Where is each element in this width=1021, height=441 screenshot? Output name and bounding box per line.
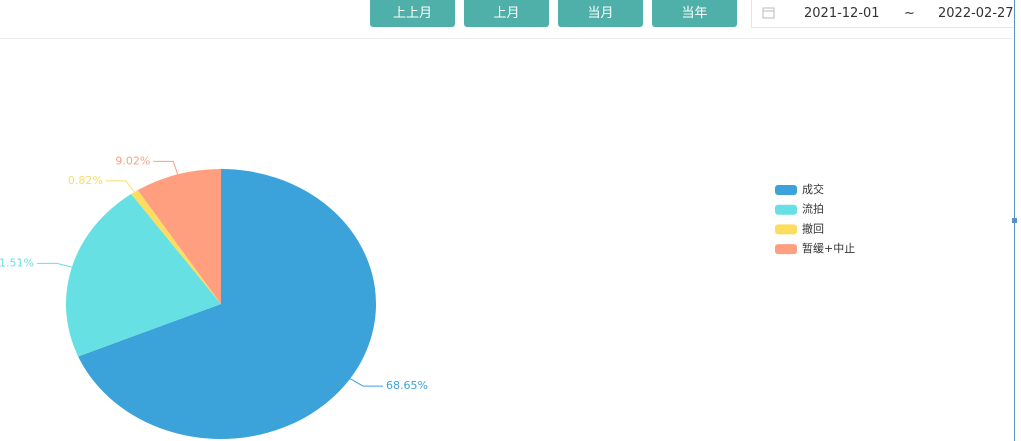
legend-label[interactable]: 成交	[802, 182, 824, 196]
pie-slice	[78, 169, 376, 439]
button[interactable]: 上上月	[370, 0, 455, 27]
button[interactable]: 当月	[558, 0, 643, 27]
legend-swatch[interactable]	[775, 204, 797, 215]
legend-swatch[interactable]	[775, 244, 797, 255]
legend-swatch[interactable]	[775, 185, 797, 195]
label-line	[153, 160, 179, 175]
pie-slice	[137, 169, 221, 304]
button[interactable]: 当年	[652, 0, 737, 27]
legend-label[interactable]: 暂缓+中止	[802, 242, 855, 255]
date-end: 2022-02-27	[938, 6, 1014, 21]
date-start: 2021-12-01	[804, 6, 880, 21]
date-separator: ~	[904, 6, 915, 21]
legend-label[interactable]: 流拍	[802, 202, 824, 216]
pie-slice	[65, 193, 221, 357]
date-range[interactable]: 2021-12-01 ~ 2022-02-27	[751, 0, 1015, 28]
data-label: 21.51%	[0, 256, 34, 269]
label-line	[36, 262, 73, 268]
calendar-icon	[762, 7, 775, 19]
resize-handle	[1012, 218, 1017, 223]
pie-slice	[131, 190, 221, 304]
data-label: 9.02%	[115, 154, 150, 167]
legend-swatch[interactable]	[775, 224, 797, 235]
label-line	[349, 378, 384, 387]
button[interactable]: 上月	[464, 0, 549, 27]
data-label: 0.82%	[68, 174, 103, 187]
data-label: 68.65%	[386, 379, 428, 392]
label-line	[105, 180, 135, 193]
legend-label[interactable]: 撤回	[802, 221, 824, 235]
